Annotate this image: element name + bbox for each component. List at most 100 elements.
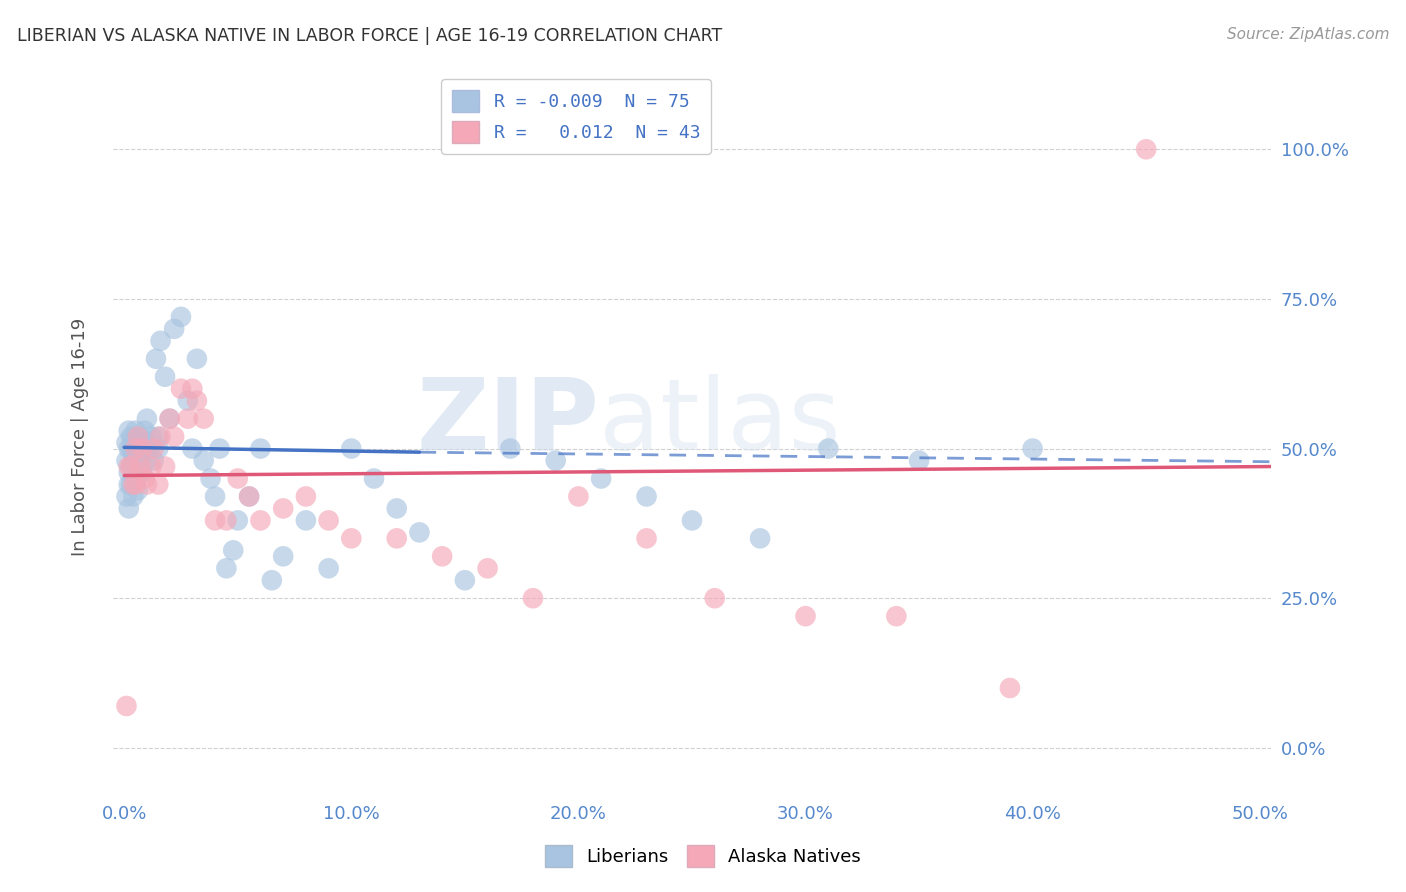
Point: [115, 435, 138, 450]
Text: LIBERIAN VS ALASKA NATIVE IN LABOR FORCE | AGE 16-19 CORRELATION CHART: LIBERIAN VS ALASKA NATIVE IN LABOR FORCE…: [17, 27, 723, 45]
Point: [134, 424, 156, 438]
Point: [249, 513, 271, 527]
Point: [181, 382, 204, 396]
Point: [135, 477, 157, 491]
Point: [115, 453, 138, 467]
Point: [567, 490, 589, 504]
Point: [186, 393, 208, 408]
Point: [134, 471, 156, 485]
Point: [318, 513, 340, 527]
Text: atlas: atlas: [599, 374, 841, 471]
Point: [260, 574, 283, 588]
Legend: R = -0.009  N = 75, R =   0.012  N = 43: R = -0.009 N = 75, R = 0.012 N = 43: [441, 79, 711, 154]
Point: [118, 501, 141, 516]
Point: [138, 442, 160, 456]
Point: [222, 543, 245, 558]
Point: [127, 453, 149, 467]
Point: [200, 471, 222, 485]
Point: [430, 549, 453, 564]
Point: [118, 459, 141, 474]
Point: [186, 351, 208, 366]
Point: [591, 471, 613, 485]
Point: [131, 442, 153, 456]
Point: [499, 442, 522, 456]
Point: [127, 435, 149, 450]
Point: [204, 490, 226, 504]
Point: [142, 442, 165, 456]
Point: [129, 429, 152, 443]
Point: [148, 477, 170, 491]
Point: [477, 561, 499, 575]
Point: [149, 429, 172, 443]
Point: [177, 393, 200, 408]
Point: [124, 471, 146, 485]
Point: [135, 411, 157, 425]
Point: [238, 490, 260, 504]
Text: Source: ZipAtlas.com: Source: ZipAtlas.com: [1226, 27, 1389, 42]
Point: [408, 525, 430, 540]
Point: [271, 549, 294, 564]
Point: [153, 459, 176, 474]
Point: [170, 310, 193, 324]
Point: [148, 429, 170, 443]
Point: [118, 466, 141, 480]
Point: [124, 453, 146, 467]
Point: [170, 382, 193, 396]
Point: [249, 442, 271, 456]
Point: [163, 322, 186, 336]
Point: [120, 477, 142, 491]
Point: [145, 351, 167, 366]
Point: [118, 477, 141, 491]
Point: [127, 483, 149, 498]
Point: [120, 442, 142, 456]
Point: [544, 453, 567, 467]
Point: [129, 459, 152, 474]
Point: [177, 411, 200, 425]
Point: [142, 453, 165, 467]
Point: [131, 435, 153, 450]
Point: [998, 681, 1021, 695]
Point: [886, 609, 908, 624]
Point: [1021, 442, 1043, 456]
Point: [153, 369, 176, 384]
Point: [1135, 142, 1157, 156]
Point: [193, 453, 215, 467]
Point: [122, 490, 145, 504]
Point: [124, 477, 146, 491]
Point: [148, 442, 170, 456]
Point: [215, 561, 238, 575]
Point: [122, 448, 145, 462]
Point: [134, 442, 156, 456]
Point: [122, 435, 145, 450]
Point: [703, 591, 725, 606]
Point: [208, 442, 231, 456]
Point: [120, 459, 142, 474]
Point: [122, 477, 145, 491]
Point: [318, 561, 340, 575]
Point: [271, 501, 294, 516]
Point: [817, 442, 839, 456]
Point: [636, 490, 658, 504]
Point: [135, 453, 157, 467]
Point: [454, 574, 477, 588]
Point: [120, 459, 142, 474]
Point: [131, 448, 153, 462]
Point: [120, 429, 142, 443]
Point: [204, 513, 226, 527]
Point: [794, 609, 817, 624]
Point: [908, 453, 931, 467]
Point: [129, 442, 152, 456]
Point: [129, 459, 152, 474]
Point: [122, 466, 145, 480]
Point: [124, 424, 146, 438]
Y-axis label: In Labor Force | Age 16-19: In Labor Force | Age 16-19: [72, 318, 89, 556]
Legend: Liberians, Alaska Natives: Liberians, Alaska Natives: [537, 838, 869, 874]
Point: [215, 513, 238, 527]
Point: [681, 513, 703, 527]
Point: [131, 466, 153, 480]
Point: [141, 429, 163, 443]
Point: [135, 435, 157, 450]
Point: [127, 429, 149, 443]
Point: [363, 471, 385, 485]
Point: [636, 532, 658, 546]
